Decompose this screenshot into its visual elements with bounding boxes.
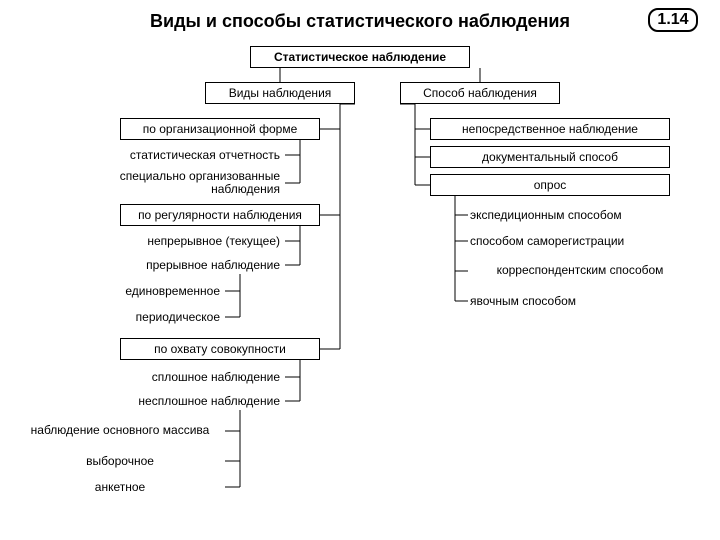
right-3a: экспедиционным способом	[470, 206, 690, 224]
right-3d: явочным способом	[470, 292, 690, 310]
left-cat2b1: единовременное	[40, 282, 220, 300]
left-cat1b: специально организованные наблюдения	[70, 168, 280, 198]
right-1: непосредственное наблюдение	[430, 118, 670, 140]
left-cat3: по охвату совокупности	[120, 338, 320, 360]
page-number-badge: 1.14	[648, 8, 698, 32]
right-3c: корреспондентским способом	[470, 256, 690, 286]
right-3b: способом саморегистрации	[470, 232, 690, 250]
left-cat2: по регулярности наблюдения	[120, 204, 320, 226]
left-cat2b: прерывное наблюдение	[70, 256, 280, 274]
left-cat2a: непрерывное (текущее)	[70, 232, 280, 250]
left-cat3a: сплошное наблюдение	[70, 368, 280, 386]
left-cat3b2: выборочное	[20, 452, 220, 470]
left-cat3b1: наблюдение основного массива	[20, 416, 220, 446]
page-title: Виды и способы статистического наблюдени…	[110, 8, 610, 34]
right-2: документальный способ	[430, 146, 670, 168]
left-cat1a: статистическая отчетность	[70, 146, 280, 164]
root-box: Статистическое наблюдение	[250, 46, 470, 68]
right-head-box: Способ наблюдения	[400, 82, 560, 104]
diagram-root: Виды и способы статистического наблюдени…	[0, 0, 720, 540]
left-cat3b: несплошное наблюдение	[70, 392, 280, 410]
left-cat2b2: периодическое	[40, 308, 220, 326]
left-cat3b3: анкетное	[20, 478, 220, 496]
left-head-box: Виды наблюдения	[205, 82, 355, 104]
left-cat1: по организационной форме	[120, 118, 320, 140]
right-3: опрос	[430, 174, 670, 196]
